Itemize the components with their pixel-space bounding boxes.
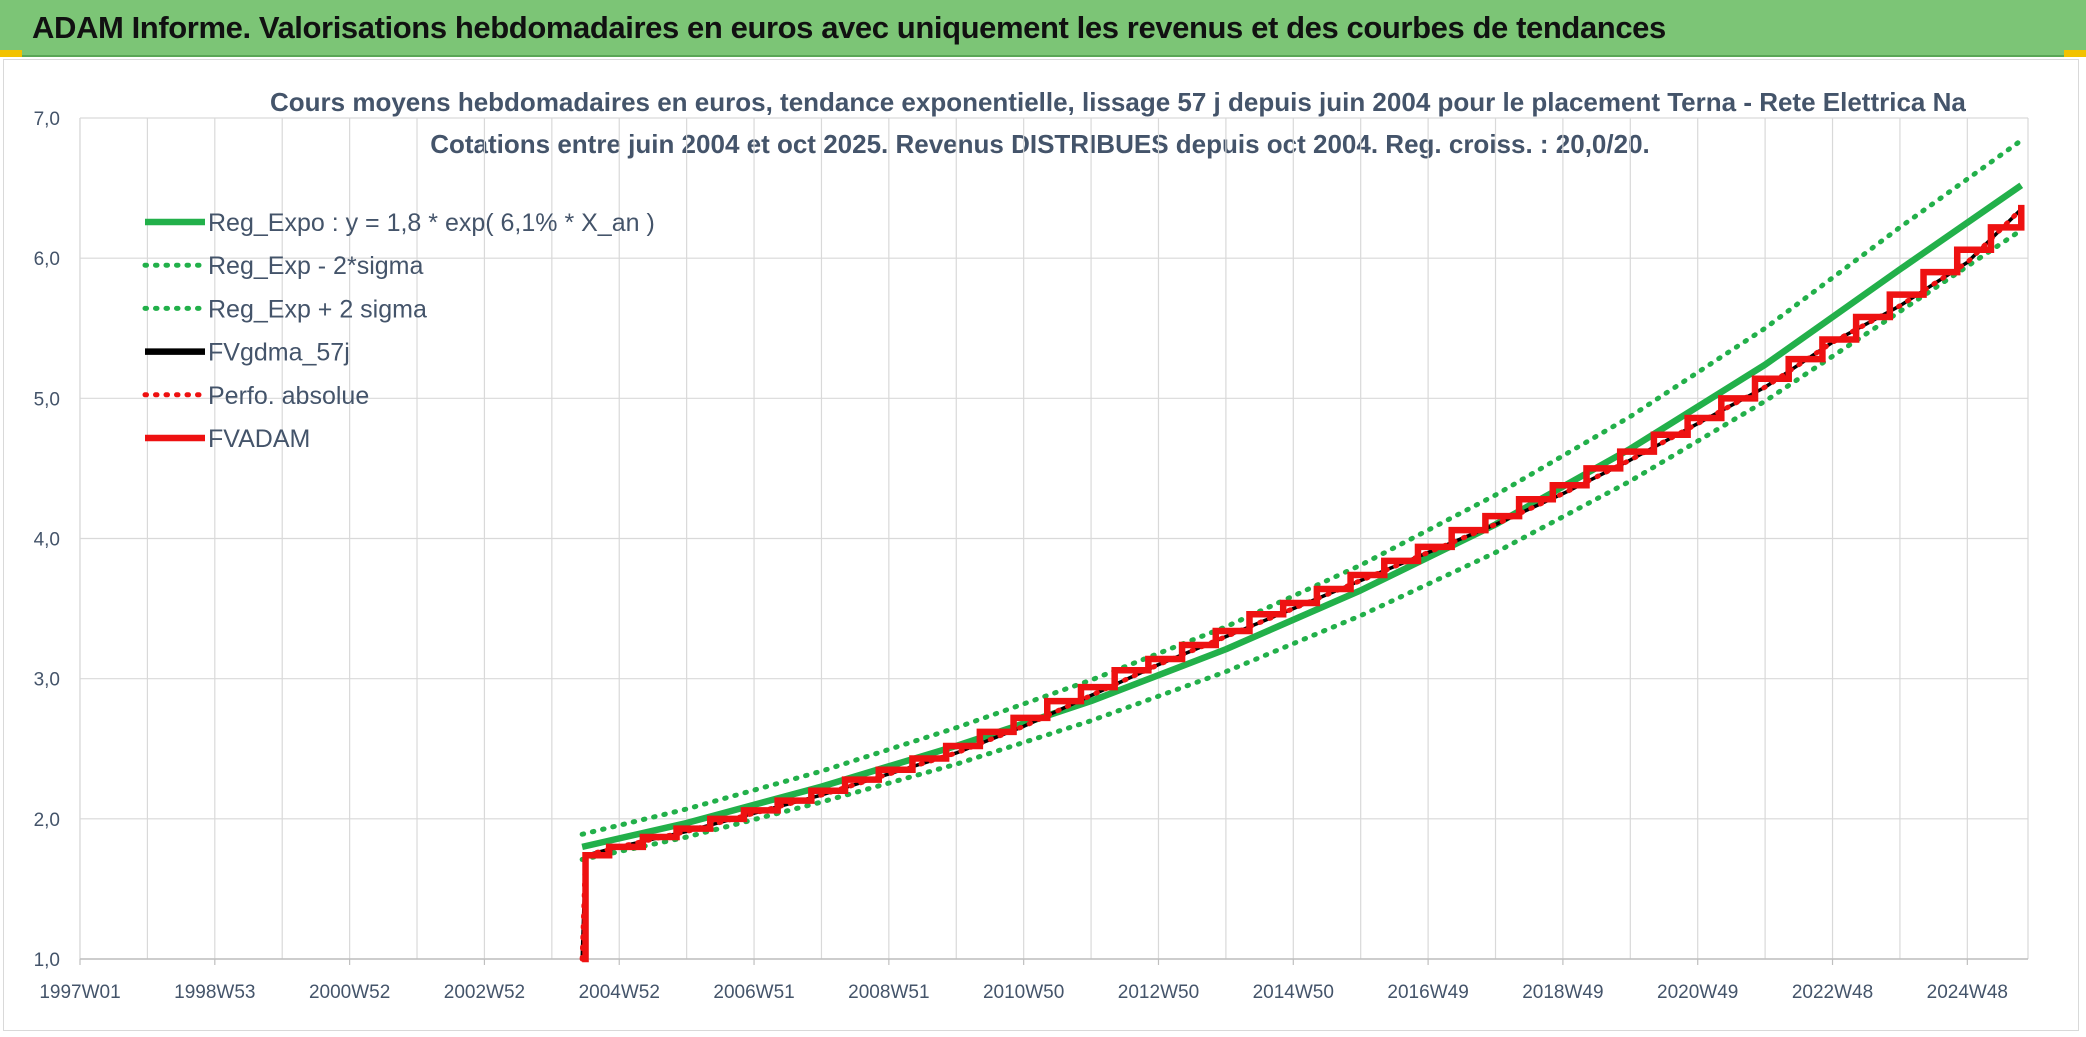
legend-label-reg-exp-minus-2sigma-line: Reg_Exp - 2*sigma — [208, 252, 423, 280]
chart-subtitle: Cotations entre juin 2004 et oct 2025. R… — [430, 129, 1650, 159]
x-tick-label: 2024W48 — [1927, 982, 2008, 1003]
y-tick-label: 6,0 — [34, 249, 60, 270]
x-tick-label: 2006W51 — [713, 982, 794, 1003]
x-tick-label: 2000W52 — [309, 982, 390, 1003]
x-tick-label: 2010W50 — [983, 982, 1064, 1003]
legend-label-reg-exp-plus-2sigma-line: Reg_Exp + 2 sigma — [208, 295, 427, 323]
x-tick-label: 2018W49 — [1522, 982, 1603, 1003]
x-tick-label: 2012W50 — [1118, 982, 1199, 1003]
perfo-absolue-line — [579, 206, 2024, 962]
reg-expo-line — [581, 182, 2024, 851]
x-tick-label: 1998W53 — [174, 982, 255, 1003]
legend-label-reg-expo-line: Reg_Expo : y = 1,8 * exp( 6,1% * X_an ) — [208, 209, 655, 237]
x-tick-label: 2016W49 — [1387, 982, 1468, 1003]
x-tick-label: 2008W51 — [848, 982, 929, 1003]
legend-label-fvadam-line: FVADAM — [208, 425, 310, 453]
y-tick-label: 7,0 — [34, 109, 60, 130]
x-tick-label: 2004W52 — [579, 982, 660, 1003]
chart-frame — [3, 59, 2079, 1031]
legend-label-perfo-absolue-line: Perfo. absolue — [208, 382, 369, 410]
reg-exp-plus-2sigma-line — [579, 137, 2024, 837]
x-tick-label: 2020W49 — [1657, 982, 1738, 1003]
x-tick-label: 2022W48 — [1792, 982, 1873, 1003]
y-tick-label: 3,0 — [34, 670, 60, 691]
legend-label-fvgdma-57j-line: FVgdma_57j — [208, 339, 350, 367]
header-banner: ADAM Informe. Valorisations hebdomadaire… — [0, 0, 2086, 57]
x-tick-label: 2014W50 — [1253, 982, 1334, 1003]
chart-title: Cours moyens hebdomadaires en euros, ten… — [270, 87, 1966, 117]
corner-mark-top-right — [2064, 50, 2086, 57]
y-tick-label: 5,0 — [34, 389, 60, 410]
x-tick-label: 1997W01 — [39, 982, 120, 1003]
reg-exp-minus-2sigma-line — [579, 227, 2024, 862]
page-title: ADAM Informe. Valorisations hebdomadaire… — [32, 10, 1666, 45]
fvadam-line — [582, 204, 2025, 963]
corner-mark-top-left — [0, 50, 22, 57]
y-tick-label: 4,0 — [34, 530, 60, 551]
x-tick-label: 2002W52 — [444, 982, 525, 1003]
y-tick-label: 2,0 — [34, 810, 60, 831]
y-tick-label: 1,0 — [34, 950, 60, 971]
fvgdma-57j-line — [580, 207, 2023, 960]
